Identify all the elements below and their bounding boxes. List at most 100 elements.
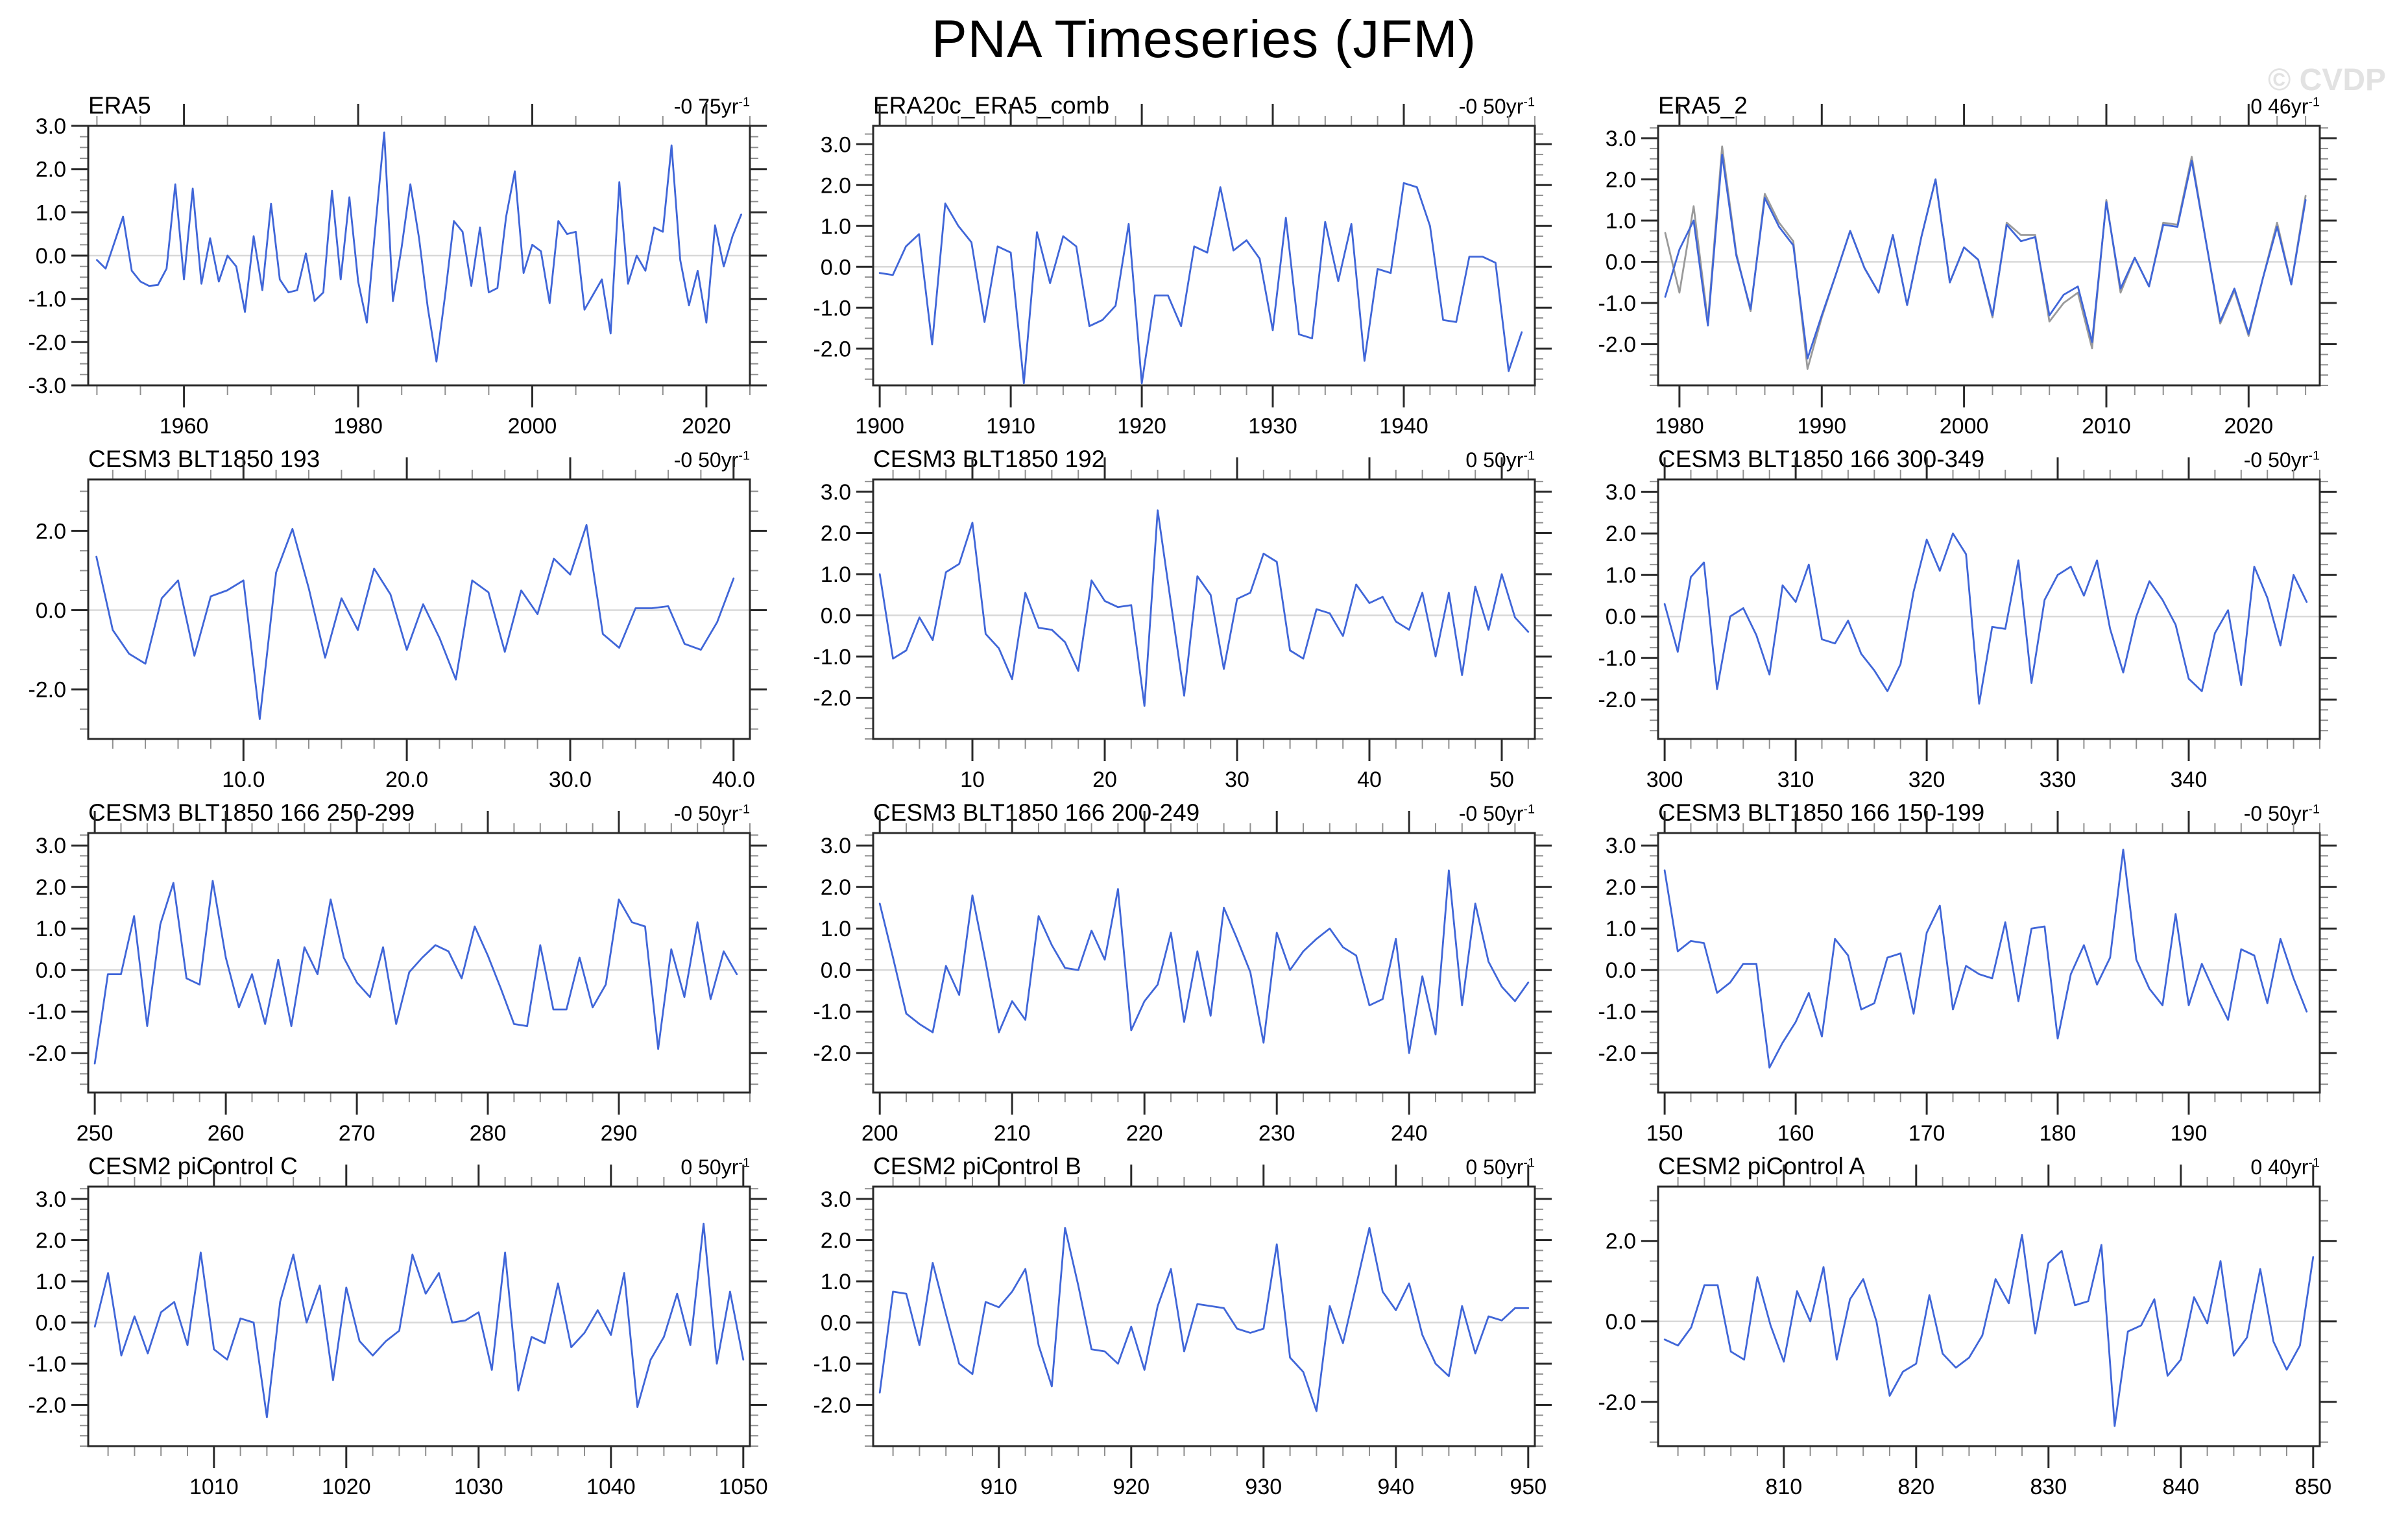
svg-text:3.0: 3.0: [821, 480, 851, 505]
timeseries-plot: 3.0 2.0 1.0 0.0 -1.0 -2.0 300 310 320 330 340: [1598, 457, 2337, 792]
svg-text:930: 930: [1245, 1475, 1282, 1499]
svg-text:1.0: 1.0: [36, 200, 66, 225]
svg-text:3.0: 3.0: [1606, 480, 1636, 505]
panel-cesm3-blt1850-166-200-249: CESM3 BLT1850 166 200-249 -0 50yr-1 3.0 2…: [808, 795, 1593, 1149]
panel-grid: ERA5 -0 75yr-1 3.0 2.0 1.0 0.0 -1.0 -2.0 -3.0 1…: [0, 88, 2408, 1503]
svg-text:0.0: 0.0: [36, 958, 66, 983]
cvdp-watermark: © CVDP: [2267, 63, 2386, 97]
panel-header: CESM2 piControl C 0 50yr-1: [88, 1153, 750, 1180]
svg-text:1980: 1980: [333, 414, 383, 439]
svg-text:-2.0: -2.0: [813, 1041, 851, 1066]
svg-text:830: 830: [2030, 1475, 2067, 1499]
panel-cesm3-blt1850-166-250-299: CESM3 BLT1850 166 250-299 -0 50yr-1 3.0 2…: [23, 795, 808, 1149]
svg-text:-1.0: -1.0: [28, 1000, 66, 1024]
svg-text:3.0: 3.0: [821, 132, 851, 157]
svg-text:0.0: 0.0: [821, 604, 851, 629]
panel-header: CESM2 piControl A 0 40yr-1: [1658, 1153, 2320, 1180]
svg-text:10.0: 10.0: [222, 768, 265, 792]
svg-text:910: 910: [980, 1475, 1017, 1499]
timeseries-plot: 3.0 2.0 1.0 0.0 -1.0 -2.0 1010 1020 1030 1040 1050: [28, 1165, 768, 1499]
panel-cesm2-picontrol-a: CESM2 piControl A 0 40yr-1 2.0 0.0 -2.0 810…: [1593, 1149, 2378, 1503]
timeseries-plot: 3.0 2.0 1.0 0.0 -1.0 -2.0 200 210 220 230 240: [813, 811, 1552, 1146]
panel-title: CESM2 piControl B: [873, 1153, 1081, 1179]
svg-text:310: 310: [1777, 768, 1814, 792]
panel-header: CESM3 BLT1850 166 150-199 -0 50yr-1: [1658, 799, 2320, 827]
svg-text:2000: 2000: [1940, 414, 1989, 439]
svg-text:-2.0: -2.0: [813, 1394, 851, 1418]
svg-text:230: 230: [1258, 1121, 1295, 1146]
panel-header: ERA5 -0 75yr-1: [88, 92, 750, 119]
svg-text:-2.0: -2.0: [813, 686, 851, 711]
svg-text:2.0: 2.0: [1606, 1229, 1636, 1254]
panel-trend-label: -0 50yr-1: [1458, 95, 1535, 118]
svg-text:1.0: 1.0: [821, 562, 851, 587]
svg-text:0.0: 0.0: [36, 1311, 66, 1336]
svg-text:1.0: 1.0: [821, 917, 851, 941]
svg-text:260: 260: [208, 1121, 245, 1146]
svg-text:-3.0: -3.0: [28, 374, 66, 398]
panel-title: ERA5: [88, 92, 151, 119]
svg-text:150: 150: [1646, 1121, 1683, 1146]
svg-text:320: 320: [1908, 768, 1945, 792]
svg-text:160: 160: [1777, 1121, 1814, 1146]
svg-text:1940: 1940: [1379, 414, 1428, 439]
panel-header: CESM3 BLT1850 166 250-299 -0 50yr-1: [88, 799, 750, 827]
svg-text:2.0: 2.0: [1606, 875, 1636, 900]
svg-text:-1.0: -1.0: [28, 287, 66, 312]
panel-title: CESM3 BLT1850 166 250-299: [88, 799, 415, 826]
svg-text:20.0: 20.0: [385, 768, 428, 792]
svg-text:920: 920: [1113, 1475, 1150, 1499]
panel-trend-label: -0 50yr-1: [2243, 448, 2320, 472]
svg-text:2.0: 2.0: [1606, 522, 1636, 546]
panel-title: ERA20c_ERA5_comb: [873, 92, 1110, 119]
svg-text:1.0: 1.0: [1606, 917, 1636, 941]
timeseries-plot: 3.0 2.0 1.0 0.0 -1.0 -2.0 10 20 30 40 50: [813, 457, 1552, 792]
panel-title: CESM3 BLT1850 192: [873, 446, 1105, 472]
panel-cesm3-blt1850-166-150-199: CESM3 BLT1850 166 150-199 -0 50yr-1 3.0 2…: [1593, 795, 2378, 1149]
svg-text:3.0: 3.0: [36, 1187, 66, 1212]
svg-text:0.0: 0.0: [1606, 250, 1636, 275]
svg-text:3.0: 3.0: [1606, 127, 1636, 151]
svg-text:1.0: 1.0: [36, 917, 66, 941]
timeseries-plot: 3.0 2.0 1.0 0.0 -1.0 -2.0 910 920 930 940 950: [813, 1165, 1552, 1499]
svg-text:3.0: 3.0: [821, 834, 851, 858]
svg-text:220: 220: [1126, 1121, 1163, 1146]
svg-text:940: 940: [1377, 1475, 1414, 1499]
panel-title: CESM3 BLT1850 166 150-199: [1658, 799, 1985, 826]
panel-trend-label: -0 50yr-1: [2243, 802, 2320, 825]
svg-text:40.0: 40.0: [712, 768, 755, 792]
svg-text:170: 170: [1908, 1121, 1945, 1146]
svg-text:2.0: 2.0: [36, 875, 66, 900]
svg-text:40: 40: [1357, 768, 1382, 792]
panel-title: ERA5_2: [1658, 92, 1748, 119]
svg-text:1.0: 1.0: [821, 1270, 851, 1294]
svg-text:1960: 1960: [160, 414, 209, 439]
panel-header: CESM3 BLT1850 192 0 50yr-1: [873, 446, 1535, 473]
timeseries-plot: 3.0 2.0 1.0 0.0 -1.0 -2.0 150 160 170 180 190: [1598, 811, 2337, 1146]
svg-text:-1.0: -1.0: [813, 1000, 851, 1024]
panel-cesm2-picontrol-b: CESM2 piControl B 0 50yr-1 3.0 2.0 1.0 0.0 -…: [808, 1149, 1593, 1503]
timeseries-plot: 3.0 2.0 1.0 0.0 -1.0 -2.0 1900 1910 1920 1930 1940: [813, 104, 1552, 439]
svg-text:-1.0: -1.0: [813, 645, 851, 670]
svg-text:200: 200: [861, 1121, 898, 1146]
panel-cesm3-blt1850-193: CESM3 BLT1850 193 -0 50yr-1 2.0 0.0 -2.0 10…: [23, 442, 808, 795]
svg-text:3.0: 3.0: [821, 1187, 851, 1212]
svg-text:0.0: 0.0: [821, 1311, 851, 1336]
timeseries-plot: 2.0 0.0 -2.0 10.0 20.0 30.0 40.0: [28, 457, 767, 792]
svg-text:2.0: 2.0: [36, 519, 66, 544]
panel-trend-label: -0 50yr-1: [673, 448, 750, 472]
svg-text:-2.0: -2.0: [28, 678, 66, 703]
svg-text:-2.0: -2.0: [813, 337, 851, 361]
svg-text:1980: 1980: [1655, 414, 1704, 439]
svg-text:2.0: 2.0: [36, 158, 66, 182]
svg-text:810: 810: [1765, 1475, 1802, 1499]
svg-text:2.0: 2.0: [1606, 168, 1636, 193]
svg-text:-2.0: -2.0: [1598, 1041, 1636, 1066]
svg-text:950: 950: [1510, 1475, 1547, 1499]
svg-text:1920: 1920: [1117, 414, 1166, 439]
svg-text:2020: 2020: [682, 414, 731, 439]
page-title: PNA Timeseries (JFM): [931, 10, 1477, 69]
panel-header: CESM2 piControl B 0 50yr-1: [873, 1153, 1535, 1180]
svg-text:1930: 1930: [1248, 414, 1297, 439]
panel-trend-label: -0 50yr-1: [1458, 802, 1535, 825]
